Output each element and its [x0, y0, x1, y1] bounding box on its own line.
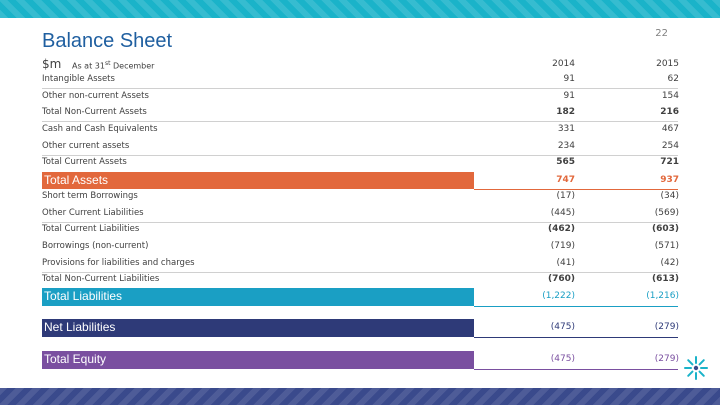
bar-value-2015: (279): [654, 322, 679, 332]
row-label: Intangible Assets: [42, 74, 115, 84]
row-label: Short term Borrowings: [42, 191, 138, 201]
row-value-2015: 62: [667, 74, 679, 84]
bar-underline: [474, 319, 678, 338]
bar-underline: [474, 172, 678, 190]
row-label: Total Non-Current Liabilities: [42, 274, 160, 284]
total-assets-bar: Total Assets 747 937: [42, 172, 679, 190]
bar-label: Total Liabilities: [44, 289, 123, 303]
bar-value-2015: (1,216): [646, 291, 679, 301]
row-value-2015: (603): [651, 224, 679, 234]
row-value-2015: (571): [654, 241, 679, 251]
row-value-2015: (34): [660, 191, 679, 201]
company-logo-icon: [684, 356, 708, 380]
as-at-date: As at 31st December: [72, 60, 154, 71]
row-value-2015: (613): [651, 274, 679, 284]
bar-label: Total Assets: [44, 173, 109, 187]
year-header-2015: 2015: [656, 59, 679, 69]
units-label: $m: [42, 57, 62, 71]
row-label: Provisions for liabilities and charges: [42, 258, 195, 268]
total-liabilities-bar: Total Liabilities (1,222) (1,216): [42, 288, 679, 307]
row-value-2014: 182: [556, 107, 575, 117]
page-title: Balance Sheet: [42, 30, 173, 52]
total-equity-bar: Total Equity (475) (279): [42, 351, 679, 370]
row-label: Cash and Cash Equivalents: [42, 124, 158, 134]
row-label: Other current assets: [42, 141, 130, 151]
bar-label: Net Liabilities: [44, 320, 116, 334]
row-label: Total Current Liabilities: [42, 224, 140, 234]
bottom-decorative-band: [0, 388, 720, 405]
table-row-other-current-liabilities: Other Current Liabilities (445) (569): [42, 206, 679, 223]
table-row-total-non-current-assets: Total Non-Current Assets 182 216: [42, 105, 679, 122]
row-value-2014: 234: [557, 141, 575, 151]
bar-underline: [474, 351, 678, 370]
row-value-2014: (462): [547, 224, 575, 234]
row-label: Borrowings (non-current): [42, 241, 149, 251]
row-value-2015: (42): [660, 258, 679, 268]
bar-value-2014: (475): [550, 322, 575, 332]
table-row-other-non-current-assets: Other non-current Assets 91 154: [42, 89, 679, 105]
row-label: Other non-current Assets: [42, 91, 149, 101]
row-value-2015: 154: [661, 91, 679, 101]
top-decorative-band: [0, 0, 720, 18]
row-value-2015: 721: [660, 157, 679, 167]
row-value-2015: (569): [654, 208, 679, 218]
bar-fill: [42, 172, 474, 189]
row-value-2014: 565: [556, 157, 575, 167]
page-number: 22: [655, 28, 668, 39]
row-value-2014: (760): [547, 274, 575, 284]
table-row-total-non-current-liabilities: Total Non-Current Liabilities (760) (613…: [42, 272, 679, 288]
table-row-other-current-assets: Other current assets 234 254: [42, 139, 679, 156]
bar-underline: [474, 288, 678, 307]
as-at-text: As at 31: [72, 61, 105, 71]
row-value-2014: (445): [550, 208, 575, 218]
bar-value-2014: 747: [556, 175, 575, 185]
table-row-intangible-assets: Intangible Assets 91 62: [42, 72, 679, 89]
as-at-ordinal: st: [104, 60, 111, 67]
row-value-2014: 91: [563, 74, 575, 84]
bar-fill: [42, 351, 474, 369]
table-row-cash: Cash and Cash Equivalents 331 467: [42, 122, 679, 138]
bar-value-2015: (279): [654, 354, 679, 364]
row-label: Total Current Assets: [42, 157, 127, 167]
row-value-2014: (41): [556, 258, 575, 268]
as-at-month: December: [110, 61, 155, 71]
bar-label: Total Equity: [44, 352, 107, 366]
bar-value-2014: (1,222): [542, 291, 575, 301]
table-row-provisions: Provisions for liabilities and charges (…: [42, 256, 679, 273]
table-row-borrowings-non-current: Borrowings (non-current) (719) (571): [42, 239, 679, 255]
row-label: Total Non-Current Assets: [42, 107, 147, 117]
bar-value-2014: (475): [550, 354, 575, 364]
row-label: Other Current Liabilities: [42, 208, 144, 218]
row-value-2014: (719): [550, 241, 575, 251]
row-value-2014: (17): [556, 191, 575, 201]
bar-value-2015: 937: [660, 175, 679, 185]
table-row-short-term-borrowings: Short term Borrowings (17) (34): [42, 189, 679, 205]
bar-fill: [42, 288, 474, 306]
row-value-2014: 331: [557, 124, 575, 134]
net-liabilities-bar: Net Liabilities (475) (279): [42, 319, 679, 338]
table-row-total-current-assets: Total Current Assets 565 721: [42, 155, 679, 171]
bar-fill: [42, 319, 474, 337]
row-value-2015: 254: [661, 141, 679, 151]
table-row-total-current-liabilities: Total Current Liabilities (462) (603): [42, 222, 679, 238]
year-header-2014: 2014: [552, 59, 575, 69]
row-value-2015: 467: [661, 124, 679, 134]
row-value-2015: 216: [660, 107, 679, 117]
row-value-2014: 91: [563, 91, 575, 101]
